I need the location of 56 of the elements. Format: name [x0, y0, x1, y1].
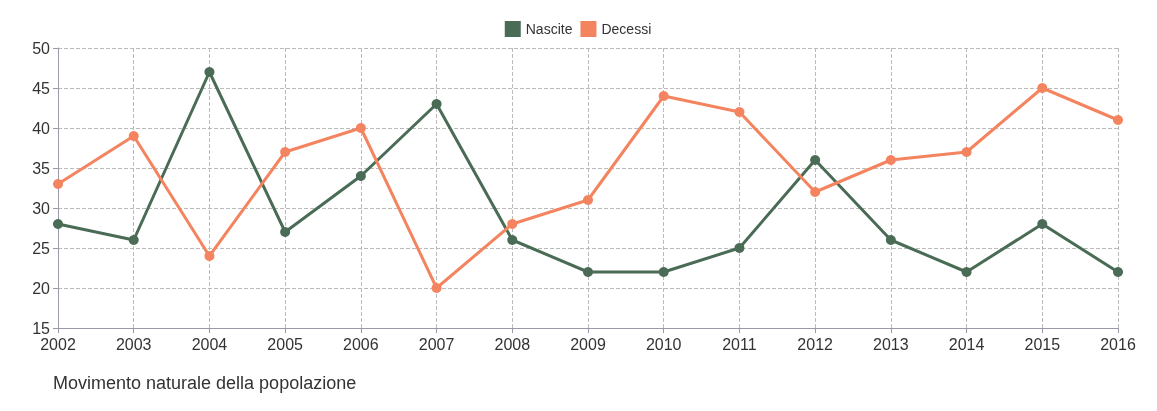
- point: [961, 147, 972, 157]
- point: [280, 227, 291, 237]
- x-tick-label: 2006: [343, 335, 379, 353]
- point: [53, 179, 63, 189]
- point: [734, 107, 745, 117]
- point: [810, 187, 821, 197]
- point: [280, 147, 291, 157]
- point: [658, 267, 669, 277]
- point: [1037, 219, 1048, 229]
- x-tick-label: 2009: [570, 335, 606, 353]
- x-tick-label: 2003: [115, 335, 152, 353]
- point: [204, 251, 215, 261]
- point: [431, 99, 442, 109]
- y-tick-label: 30: [32, 199, 51, 217]
- y-tick-label: 50: [32, 39, 51, 57]
- x-tick-label: 2004: [191, 335, 228, 353]
- x-tick-label: 2010: [645, 335, 682, 353]
- y-tick-label: 40: [32, 119, 51, 137]
- x-tick-label: 2002: [40, 335, 76, 353]
- point: [1113, 267, 1123, 277]
- point: [128, 235, 139, 245]
- y-tick-label: 20: [32, 279, 51, 297]
- x-tick-label: 2008: [494, 335, 531, 353]
- x-tick-label: 2013: [873, 335, 909, 353]
- point: [734, 243, 745, 253]
- point: [507, 219, 518, 229]
- point: [583, 267, 593, 277]
- point: [128, 131, 139, 141]
- point: [431, 283, 442, 293]
- legend-label: Nascite: [525, 21, 573, 37]
- point: [1113, 115, 1123, 125]
- y-tick-label: 45: [32, 79, 51, 97]
- point: [810, 155, 821, 165]
- x-tick-label: 2016: [1100, 335, 1136, 353]
- text: Movimento naturale della popolazione: [53, 373, 357, 393]
- x-tick-label: 2014: [948, 335, 985, 353]
- y-tick-label: 35: [32, 159, 51, 177]
- point: [961, 267, 972, 277]
- point: [355, 123, 366, 133]
- x-tick-label: 2005: [267, 335, 304, 353]
- point: [204, 67, 215, 77]
- point: [885, 155, 896, 165]
- legend-label: Decessi: [601, 21, 652, 37]
- point: [583, 195, 593, 205]
- point: [658, 91, 669, 101]
- point: [355, 171, 366, 181]
- y-tick-label: 15: [32, 319, 51, 337]
- point: [53, 219, 63, 229]
- x-tick-label: 2012: [797, 335, 834, 353]
- point: [885, 235, 896, 245]
- point: [507, 235, 518, 245]
- x-tick-label: 2015: [1024, 335, 1061, 353]
- x-tick-label: 2011: [722, 335, 757, 353]
- x-tick-label: 2007: [418, 335, 455, 353]
- y-tick-label: 25: [32, 239, 51, 257]
- point: [1037, 83, 1048, 93]
